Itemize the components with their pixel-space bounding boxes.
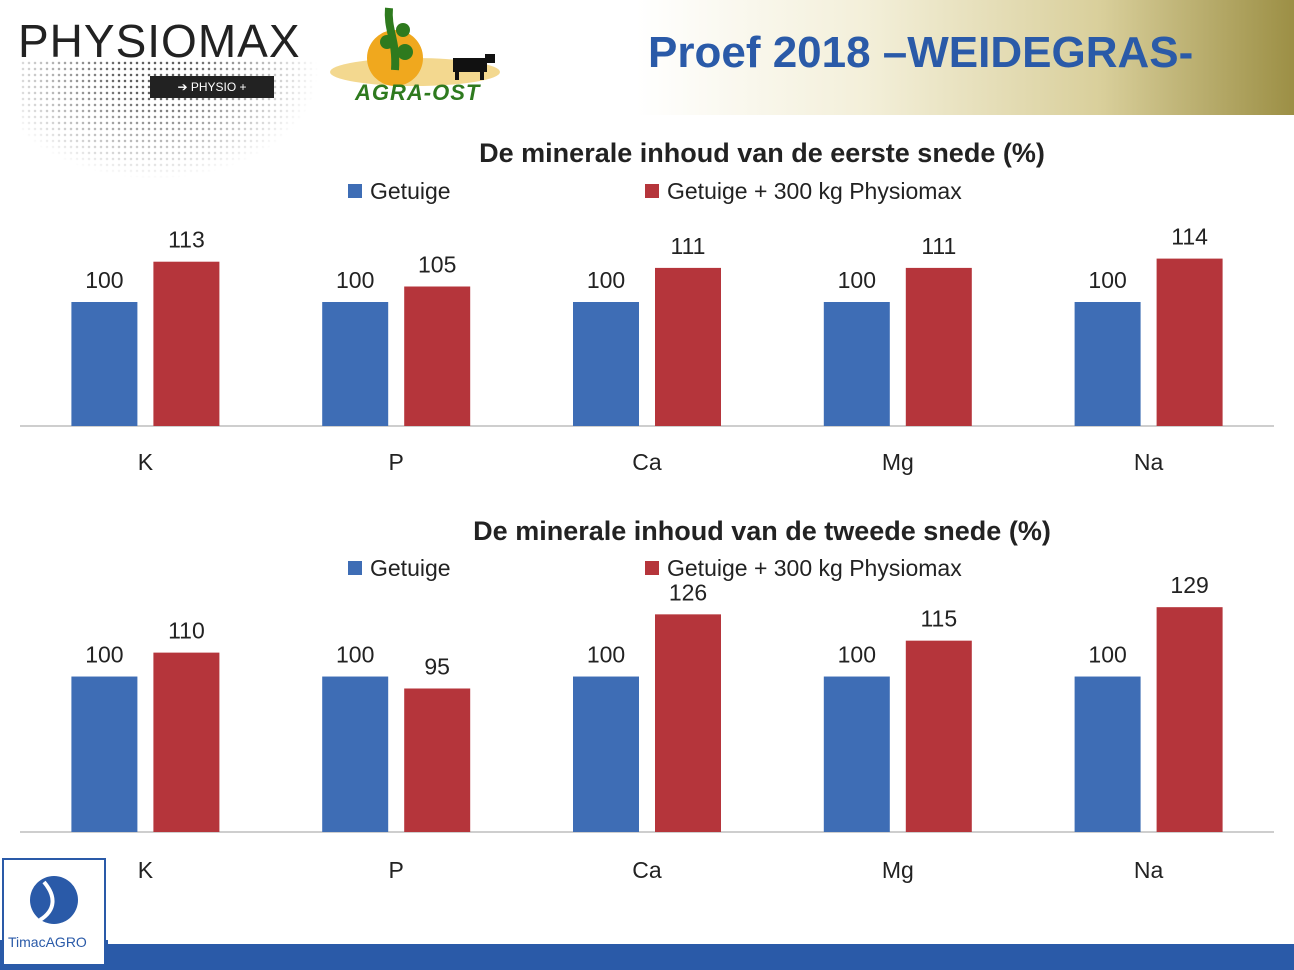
page-title: Proef 2018 –WEIDEGRAS- <box>648 28 1194 77</box>
header-band <box>520 0 1294 115</box>
bar-k-series-1 <box>71 302 138 426</box>
data-label-p-series-2: 95 <box>424 653 450 679</box>
bar-ca-series-1 <box>573 676 639 832</box>
data-label-ca-series-2: 111 <box>671 233 706 259</box>
category-label-mg: Mg <box>882 857 914 883</box>
data-label-k-series-2: 110 <box>168 618 205 644</box>
category-label-na: Na <box>1134 857 1164 883</box>
legend-entry-2: Getuige + 300 kg Physiomax <box>667 178 962 204</box>
category-label-p: P <box>389 449 404 475</box>
data-label-mg-series-1: 100 <box>838 267 876 293</box>
legend-swatch-2 <box>645 561 659 575</box>
data-label-p-series-2: 105 <box>418 252 456 278</box>
agra-ost-emblem-icon <box>330 7 500 86</box>
data-label-ca-series-2: 126 <box>669 579 707 605</box>
bar-p-series-2 <box>404 286 471 426</box>
data-label-p-series-1: 100 <box>336 642 374 668</box>
data-label-na-series-1: 100 <box>1088 267 1126 293</box>
bar-k-series-2 <box>153 261 220 426</box>
bar-ca-series-2 <box>655 614 721 832</box>
timac-logo-text: TimacAGRO <box>8 934 87 950</box>
agra-ost-logo-text: AGRA-OST <box>355 80 481 105</box>
physiomax-badge: ➔ PHYSIO + <box>150 76 274 98</box>
data-label-na-series-2: 114 <box>1171 224 1208 250</box>
data-label-mg-series-1: 100 <box>838 642 876 668</box>
chart-area: De minerale inhoud van de eerste snede (… <box>20 138 1274 883</box>
timac-logo-icon <box>30 876 78 924</box>
chart-title: De minerale inhoud van de tweede snede (… <box>473 516 1051 546</box>
legend-entry-2: Getuige + 300 kg Physiomax <box>667 555 962 581</box>
bar-p-series-2 <box>404 688 471 832</box>
bar-mg-series-1 <box>823 676 890 832</box>
bar-p-series-1 <box>322 676 389 832</box>
category-label-k: K <box>138 449 154 475</box>
bar-na-series-1 <box>1074 676 1141 832</box>
category-label-p: P <box>389 857 404 883</box>
legend-swatch-1 <box>348 184 362 198</box>
chart-title: De minerale inhoud van de eerste snede (… <box>479 138 1045 168</box>
bar-k-series-1 <box>71 676 138 832</box>
timac-logo <box>2 858 106 966</box>
category-label-na: Na <box>1134 449 1164 475</box>
data-label-k-series-1: 100 <box>85 267 123 293</box>
category-label-ca: Ca <box>632 857 662 883</box>
footer-divider <box>108 940 1294 944</box>
bar-p-series-1 <box>322 302 389 426</box>
bar-ca-series-1 <box>573 302 639 426</box>
category-label-k: K <box>138 857 154 883</box>
data-label-k-series-1: 100 <box>85 642 123 668</box>
data-label-k-series-2: 113 <box>168 227 205 253</box>
data-label-mg-series-2: 115 <box>920 606 957 632</box>
category-label-ca: Ca <box>632 449 662 475</box>
data-label-p-series-1: 100 <box>336 267 374 293</box>
footer-bar <box>0 940 1294 970</box>
physiomax-logo: PHYSIOMAX ➔ PHYSIO + <box>0 0 330 180</box>
bar-na-series-2 <box>1156 607 1223 832</box>
bar-na-series-1 <box>1074 302 1141 426</box>
bar-mg-series-2 <box>905 640 972 832</box>
category-label-mg: Mg <box>882 449 914 475</box>
legend-swatch-1 <box>348 561 362 575</box>
bar-mg-series-1 <box>823 302 890 426</box>
bar-mg-series-2 <box>905 267 972 426</box>
legend-entry-1: Getuige <box>370 555 451 581</box>
physiomax-logo-text: PHYSIOMAX <box>18 15 301 67</box>
data-label-na-series-1: 100 <box>1088 642 1126 668</box>
bar-ca-series-2 <box>655 267 721 426</box>
legend-swatch-2 <box>645 184 659 198</box>
bar-k-series-2 <box>153 652 220 832</box>
data-label-ca-series-1: 100 <box>587 642 625 668</box>
data-label-mg-series-2: 111 <box>921 233 956 259</box>
data-label-na-series-2: 129 <box>1170 572 1208 598</box>
agra-ost-logo <box>325 0 525 110</box>
legend-entry-1: Getuige <box>370 178 451 204</box>
data-label-ca-series-1: 100 <box>587 267 625 293</box>
bar-na-series-2 <box>1156 258 1223 426</box>
